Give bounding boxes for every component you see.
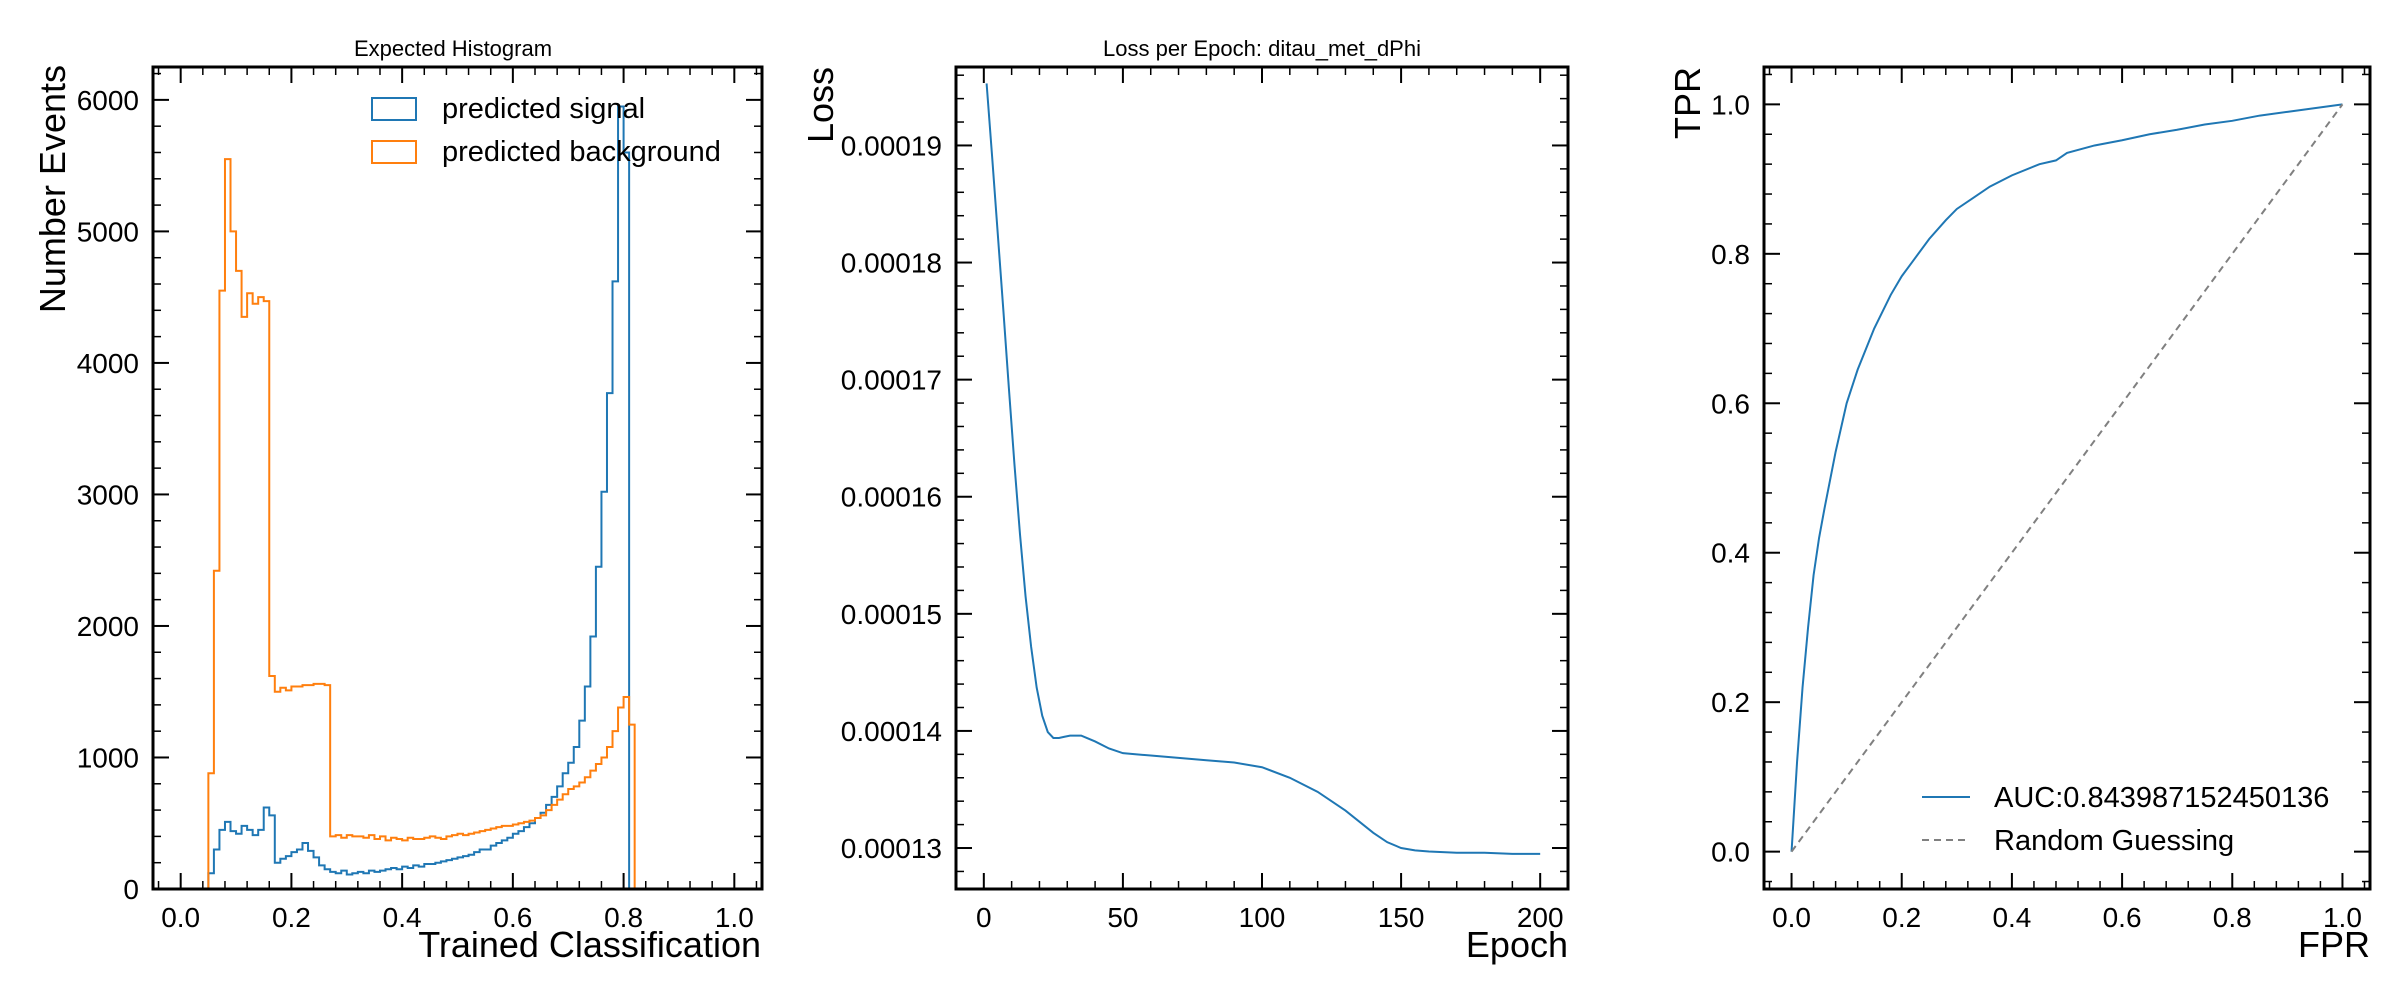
histogram-x-tick-label: 0.4 bbox=[383, 902, 422, 933]
histogram-y-axis-label: Number Events bbox=[32, 65, 73, 313]
histogram-x-axis-label: Trained Classification bbox=[418, 924, 761, 965]
roc-y-tick-label: 0.2 bbox=[1711, 687, 1750, 718]
histogram-x-tick-label: 1.0 bbox=[715, 902, 754, 933]
histogram-x-tick-label: 0.6 bbox=[493, 902, 532, 933]
roc-y-tick-label: 1.0 bbox=[1711, 89, 1750, 120]
loss-panel: Loss per Epoch: ditau_met_dPhi Loss Epoc… bbox=[800, 36, 1570, 965]
roc-legend: AUC:0.843987152450136 Random Guessing bbox=[1922, 782, 2329, 857]
histogram-x-tick-label: 0.8 bbox=[604, 902, 643, 933]
loss-x-tick-label: 100 bbox=[1239, 902, 1286, 933]
histogram-panel: Expected Histogram Number Events Trained… bbox=[32, 36, 764, 965]
loss-y-tick-label: 0.00017 bbox=[841, 365, 942, 396]
legend-label-signal: predicted signal bbox=[442, 93, 645, 125]
loss-y-tick-label: 0.00013 bbox=[841, 833, 942, 864]
histogram-y-tick-label: 4000 bbox=[77, 348, 139, 379]
histogram-title: Expected Histogram bbox=[354, 36, 552, 61]
roc-series-line-0 bbox=[1790, 103, 2343, 852]
roc-x-tick-label: 0.0 bbox=[1772, 902, 1811, 933]
histogram-x-tick-label: 0.2 bbox=[272, 902, 311, 933]
legend-label-auc: AUC:0.843987152450136 bbox=[1994, 782, 2329, 814]
loss-x-tick-label: 150 bbox=[1378, 902, 1425, 933]
loss-y-tick-label: 0.00019 bbox=[841, 130, 942, 161]
roc-series-line-1 bbox=[1790, 103, 2344, 853]
histogram-y-tick-label: 5000 bbox=[77, 216, 139, 247]
roc-y-tick-label: 0.4 bbox=[1711, 538, 1750, 569]
roc-x-tick-label: 0.6 bbox=[2103, 902, 2142, 933]
roc-y-tick-label: 0.0 bbox=[1711, 837, 1750, 868]
roc-x-axis-label: FPR bbox=[2298, 924, 2370, 965]
roc-x-tick-label: 0.2 bbox=[1882, 902, 1921, 933]
histogram-y-tick-label: 6000 bbox=[77, 85, 139, 116]
loss-y-axis-label: Loss bbox=[800, 67, 841, 143]
histogram-series-background bbox=[207, 158, 636, 889]
roc-plot-frame bbox=[1762, 65, 2372, 891]
loss-y-tick-label: 0.00015 bbox=[841, 599, 942, 630]
loss-x-tick-label: 200 bbox=[1517, 902, 1564, 933]
loss-y-tick-label: 0.00016 bbox=[841, 482, 942, 513]
histogram-y-tick-label: 1000 bbox=[77, 742, 139, 773]
loss-title: Loss per Epoch: ditau_met_dPhi bbox=[1103, 36, 1421, 61]
loss-x-axis-label: Epoch bbox=[1466, 924, 1568, 965]
loss-x-tick-label: 50 bbox=[1107, 902, 1138, 933]
legend-label-random: Random Guessing bbox=[1994, 825, 2234, 857]
roc-x-tick-label: 1.0 bbox=[2323, 902, 2362, 933]
histogram-x-tick-label: 0.0 bbox=[161, 902, 200, 933]
roc-x-tick-label: 0.4 bbox=[1992, 902, 2031, 933]
roc-x-tick-label: 0.8 bbox=[2213, 902, 2252, 933]
histogram-plot-frame bbox=[151, 65, 764, 891]
legend-label-background: predicted background bbox=[442, 136, 721, 168]
loss-x-tick-label: 0 bbox=[976, 902, 992, 933]
loss-series-line-0 bbox=[985, 83, 1541, 855]
roc-y-tick-label: 0.8 bbox=[1711, 239, 1750, 270]
histogram-y-tick-label: 2000 bbox=[77, 611, 139, 642]
histogram-legend: predicted signal predicted background bbox=[371, 93, 721, 168]
roc-y-axis-label: TPR bbox=[1667, 67, 1708, 139]
loss-y-tick-label: 0.00018 bbox=[841, 248, 942, 279]
roc-panel: TPR FPR 0.0 0.2 0.4 0.6 0.8 1.0 0.0 0.2 0.4 0.6 0.… bbox=[1667, 65, 2372, 965]
legend-swatch-background bbox=[371, 140, 417, 164]
loss-plot-frame bbox=[954, 65, 1570, 891]
histogram-y-tick-label: 3000 bbox=[77, 479, 139, 510]
loss-y-tick-label: 0.00014 bbox=[841, 716, 942, 747]
legend-swatch-signal bbox=[371, 97, 417, 121]
histogram-y-tick-label: 0 bbox=[123, 874, 139, 905]
roc-y-tick-label: 0.6 bbox=[1711, 388, 1750, 419]
histogram-series-signal bbox=[207, 105, 631, 889]
